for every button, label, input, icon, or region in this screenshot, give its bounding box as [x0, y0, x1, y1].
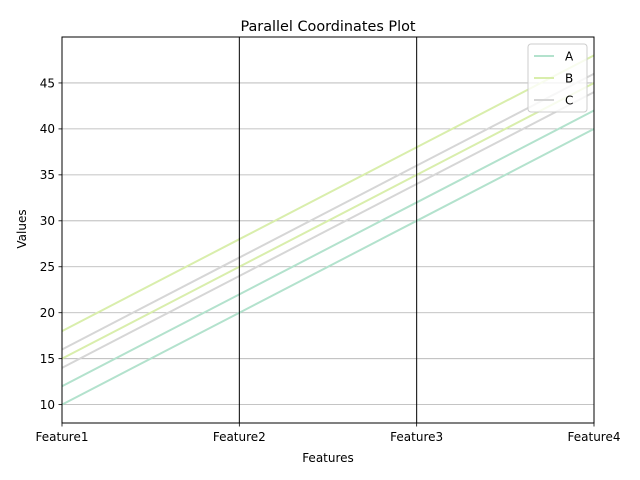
y-tick-label: 35 — [40, 168, 55, 182]
legend: ABC — [527, 43, 588, 113]
chart-title: Parallel Coordinates Plot — [240, 19, 415, 35]
y-tick-label: 10 — [40, 398, 55, 412]
grid-lines — [62, 82, 594, 406]
legend-label: B — [565, 71, 573, 85]
series-line-a — [61, 128, 595, 406]
series-line-c — [61, 72, 595, 351]
y-tick-label: 20 — [40, 306, 55, 320]
y-ticks: 10 15 20 25 30 35 40 45 — [40, 76, 62, 412]
series-lines — [61, 54, 595, 406]
y-tick-label: 30 — [40, 214, 55, 228]
x-tick-label: Feature4 — [568, 430, 621, 444]
series-line-a — [61, 109, 595, 388]
x-ticks: Feature1 Feature2 Feature3 Feature4 — [36, 423, 621, 444]
legend-label: C — [565, 93, 573, 107]
y-axis-title: Values — [15, 209, 29, 248]
x-tick-label: Feature3 — [390, 430, 443, 444]
legend-box — [527, 43, 588, 113]
x-tick-label: Feature1 — [36, 430, 89, 444]
plot-frame — [61, 36, 595, 424]
legend-label: A — [565, 49, 574, 63]
y-tick-label: 25 — [40, 260, 55, 274]
y-tick-label: 15 — [40, 352, 55, 366]
series-line-c — [61, 91, 595, 369]
y-tick-label: 45 — [40, 76, 55, 90]
series-line-b — [61, 82, 595, 360]
x-tick-label: Feature2 — [213, 430, 266, 444]
x-axis-title: Features — [302, 451, 354, 465]
y-tick-label: 40 — [40, 122, 55, 136]
series-line-b — [61, 54, 595, 332]
